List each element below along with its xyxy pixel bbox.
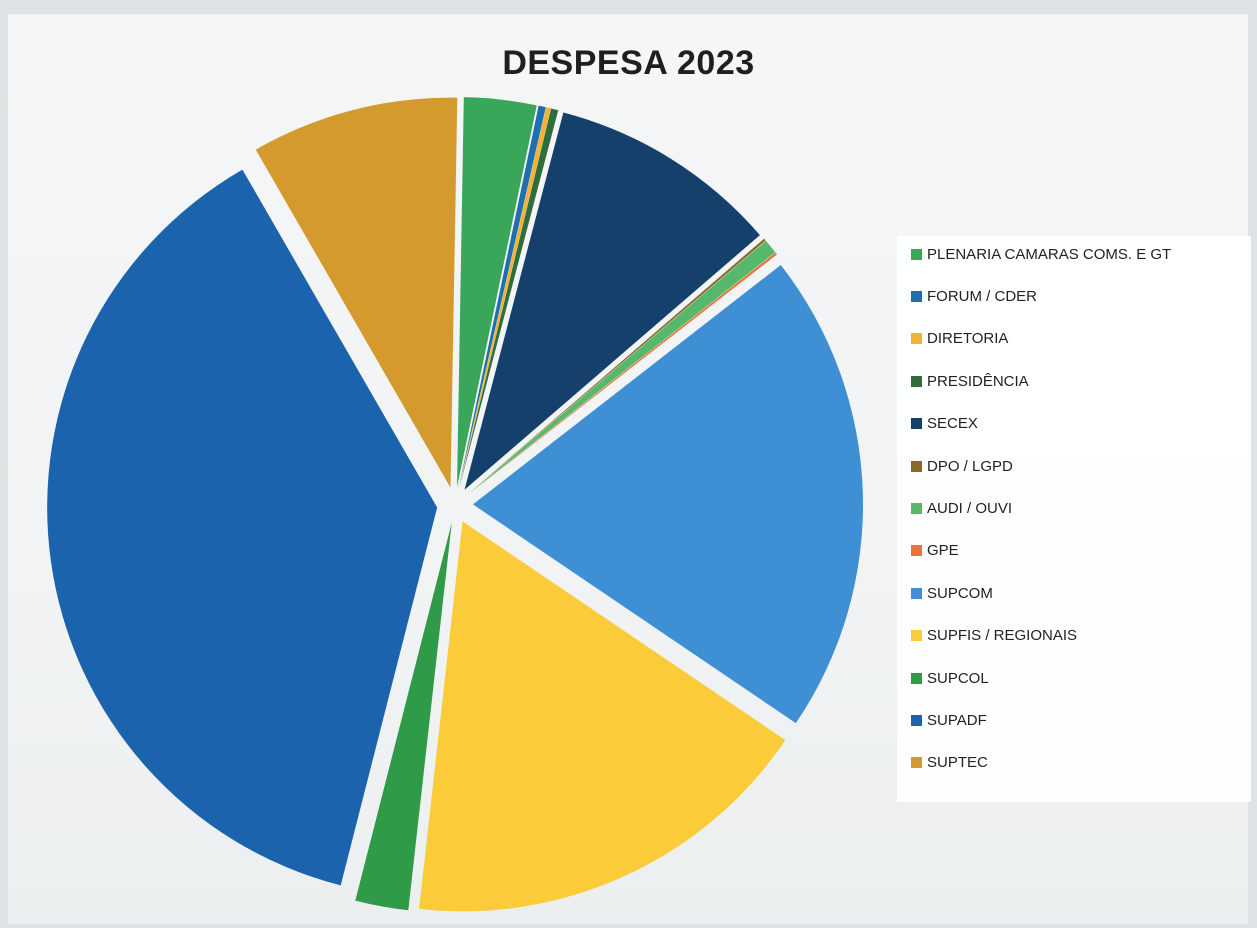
- legend-swatch: [911, 418, 922, 430]
- pie-slice-supadf: [47, 169, 438, 886]
- legend-swatch: [911, 757, 922, 769]
- pie-slice-diretoria: [459, 107, 551, 488]
- legend-label: FORUM / CDER: [927, 287, 1037, 305]
- pie-slice-dpo-lgpd: [468, 238, 766, 494]
- legend-item: SUPADF: [911, 709, 987, 731]
- chart-title: DESPESA 2023: [502, 44, 755, 82]
- legend-label: DIRETORIA: [927, 330, 1009, 348]
- legend-item: SUPFIS / REGIONAIS: [911, 625, 1077, 647]
- legend-label: GPE: [927, 542, 959, 560]
- legend-label: DPO / LGPD: [927, 457, 1013, 475]
- legend-swatch: [911, 545, 922, 557]
- legend-swatch: [911, 248, 922, 260]
- legend-label: SUPADF: [927, 711, 987, 729]
- legend-label: SUPCOM: [927, 584, 993, 602]
- legend-label: SECEX: [927, 415, 978, 433]
- legend-label: PLENARIA CAMARAS COMS. E GT: [927, 245, 1172, 263]
- legend-swatch: [911, 460, 922, 472]
- legend-swatch: [911, 587, 922, 599]
- legend-item: DPO / LGPD: [911, 455, 1013, 477]
- pie-slice-gpe: [469, 252, 777, 494]
- legend-item: DIRETORIA: [911, 328, 1008, 350]
- pie-slice-supcol: [355, 522, 452, 911]
- pie-slice-presid-ncia: [459, 108, 559, 488]
- legend-item: PLENARIA CAMARAS COMS. E GT: [911, 243, 1171, 265]
- legend-swatch: [911, 672, 922, 684]
- legend-item: SUPCOL: [911, 667, 989, 689]
- pie-slice-audi-ouvi: [468, 240, 776, 494]
- legend-swatch: [911, 714, 922, 726]
- legend-label: SUPTEC: [927, 754, 988, 772]
- legend-label: SUPFIS / REGIONAIS: [927, 627, 1078, 645]
- pie-slice-supfis-regionais: [419, 521, 786, 912]
- chart-legend: PLENARIA CAMARAS COMS. E GT FORUM / CDER D…: [897, 236, 1251, 802]
- legend-item: SUPCOM: [911, 582, 993, 604]
- legend-item: GPE: [911, 540, 959, 562]
- legend-swatch: [911, 375, 922, 387]
- legend-item: PRESIDÊNCIA: [911, 370, 1029, 392]
- legend-item: SUPTEC: [911, 752, 988, 774]
- legend-label: SUPCOL: [927, 669, 989, 687]
- legend-item: SECEX: [911, 413, 978, 435]
- pie-slice-suptec: [255, 97, 458, 488]
- legend-swatch: [911, 290, 922, 302]
- legend-swatch: [911, 333, 922, 345]
- legend-swatch: [911, 502, 922, 514]
- pie-slice-secex: [464, 112, 760, 490]
- legend-label: AUDI / OUVI: [927, 499, 1013, 517]
- pie-slice-plenaria-camaras-coms-e-gt: [457, 97, 537, 488]
- legend-swatch: [911, 630, 922, 642]
- legend-item: FORUM / CDER: [911, 285, 1037, 307]
- legend-label: PRESIDÊNCIA: [927, 372, 1029, 390]
- legend-item: AUDI / OUVI: [911, 497, 1012, 519]
- pie-slice-supcom: [472, 264, 863, 724]
- pie-slice-forum-cder: [458, 105, 546, 488]
